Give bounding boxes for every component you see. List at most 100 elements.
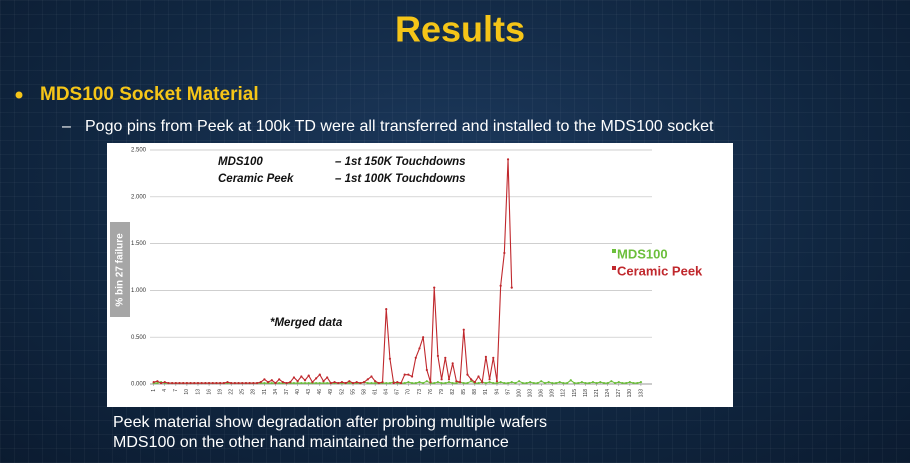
data-point — [211, 381, 214, 385]
data-point — [521, 381, 524, 385]
data-point — [510, 381, 513, 384]
data-point — [632, 381, 635, 385]
data-point — [418, 347, 421, 350]
data-point — [167, 381, 170, 385]
data-point — [263, 381, 266, 385]
data-point — [447, 381, 451, 384]
data-point — [326, 376, 329, 379]
x-tick-label: 49 — [328, 389, 334, 395]
bullet: MDS100 Socket Material — [40, 84, 259, 105]
data-point — [577, 381, 580, 385]
data-point — [292, 376, 296, 379]
data-point — [536, 381, 539, 385]
data-point — [525, 381, 528, 385]
data-point — [366, 378, 369, 381]
data-point — [255, 381, 259, 385]
data-point — [506, 381, 510, 385]
data-point — [366, 381, 369, 385]
sub-bullet: Pogo pins from Peek at 100k TD were all … — [85, 118, 714, 135]
data-point — [554, 381, 558, 385]
x-tick-label: 4 — [162, 389, 168, 392]
data-point — [580, 381, 583, 384]
footer-line: Peek material show degradation after pro… — [113, 414, 547, 431]
data-point — [303, 379, 307, 382]
data-point — [540, 380, 543, 383]
data-point — [163, 381, 166, 384]
x-tick-label: 31 — [262, 389, 268, 395]
data-point — [484, 381, 487, 385]
data-point — [274, 381, 277, 385]
x-tick-label: 67 — [395, 389, 401, 395]
x-tick-label: 46 — [317, 389, 323, 395]
data-point — [625, 381, 628, 385]
x-tick-label: 106 — [539, 389, 545, 398]
data-point — [440, 381, 443, 385]
x-tick-label: 82 — [450, 389, 456, 395]
x-tick-label: 10 — [184, 389, 190, 395]
data-point — [362, 381, 366, 384]
x-tick-label: 13 — [195, 389, 201, 395]
data-point — [595, 381, 598, 385]
data-point — [200, 381, 203, 385]
data-point — [326, 381, 329, 385]
x-tick-label: 55 — [350, 389, 356, 395]
data-point — [370, 381, 373, 385]
data-point — [617, 381, 620, 384]
data-point — [481, 381, 484, 384]
x-tick-label: 100 — [516, 389, 522, 398]
data-point — [171, 381, 174, 385]
data-point — [300, 375, 303, 378]
data-point — [621, 381, 624, 385]
y-tick-label: 1.500 — [131, 241, 147, 247]
x-tick-label: 58 — [361, 389, 367, 395]
data-point — [429, 381, 432, 384]
data-point — [233, 381, 236, 385]
data-point — [252, 381, 255, 385]
data-point — [532, 381, 535, 385]
data-point — [307, 374, 310, 377]
data-point — [267, 381, 270, 384]
x-tick-label: 121 — [594, 389, 600, 398]
data-point — [444, 356, 447, 359]
annotation: – 1st 100K Touchdowns — [335, 173, 466, 185]
data-point — [506, 158, 510, 161]
data-point — [292, 381, 296, 385]
data-point — [451, 381, 454, 385]
data-point — [477, 375, 480, 378]
data-point — [499, 381, 502, 384]
annotation: Ceramic Peek — [218, 173, 294, 185]
data-point — [636, 381, 639, 385]
data-point — [348, 381, 351, 385]
y-axis-label: % bin 27 failure — [115, 233, 126, 307]
x-tick-label: 79 — [439, 389, 445, 395]
data-point — [156, 380, 159, 383]
data-point — [385, 308, 388, 311]
annotation: *Merged data — [270, 317, 343, 329]
y-tick-label: 0.500 — [131, 335, 147, 341]
data-point — [470, 380, 473, 383]
data-point — [388, 357, 392, 360]
x-tick-label: 85 — [461, 389, 467, 395]
x-tick-label: 115 — [572, 389, 578, 397]
data-point — [407, 381, 410, 384]
data-point — [628, 381, 631, 384]
data-point — [510, 286, 513, 289]
data-point — [355, 381, 358, 384]
data-point — [518, 380, 521, 383]
data-point — [303, 381, 307, 385]
data-point — [174, 381, 177, 385]
data-point — [414, 381, 417, 385]
bullet-dot — [15, 91, 23, 99]
data-point — [222, 381, 225, 385]
data-point — [492, 356, 495, 359]
data-point — [495, 381, 499, 385]
data-point — [204, 381, 207, 385]
data-point — [399, 381, 403, 385]
data-point — [573, 381, 576, 385]
data-point — [315, 377, 318, 380]
x-tick-label: 61 — [372, 389, 378, 395]
data-point — [584, 381, 587, 385]
data-point — [425, 380, 428, 383]
